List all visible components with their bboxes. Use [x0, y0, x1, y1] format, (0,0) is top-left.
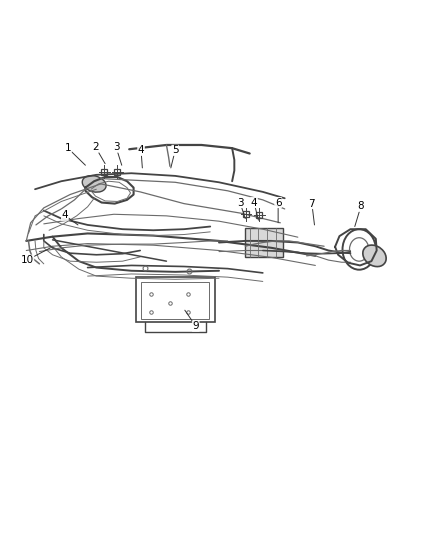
Text: 4: 4	[251, 198, 258, 220]
Text: 10: 10	[21, 248, 50, 265]
Text: 1: 1	[64, 143, 85, 165]
Ellipse shape	[82, 175, 106, 192]
Text: 8: 8	[355, 201, 364, 227]
Bar	[245, 228, 283, 257]
Text: 3: 3	[237, 198, 245, 219]
Text: 7: 7	[308, 199, 315, 225]
Text: 4: 4	[61, 211, 78, 225]
Text: 3: 3	[113, 142, 122, 165]
Text: 4: 4	[138, 146, 145, 168]
Text: 9: 9	[185, 310, 199, 331]
Bar	[141, 282, 209, 319]
Text: 5: 5	[171, 146, 179, 168]
Bar	[136, 277, 215, 322]
Text: 2: 2	[92, 142, 105, 164]
Ellipse shape	[363, 245, 386, 266]
Text: 6: 6	[275, 198, 282, 223]
